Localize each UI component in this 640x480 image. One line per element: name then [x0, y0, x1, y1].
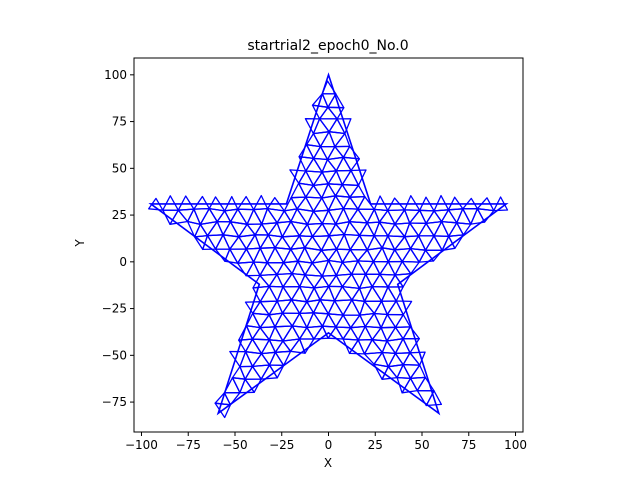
mesh-triangle	[336, 118, 352, 135]
x-tick-label: 100	[504, 438, 527, 452]
mesh-triangle	[403, 195, 421, 211]
x-tick-label: 75	[461, 438, 476, 452]
x-tick-label: 50	[414, 438, 429, 452]
y-tick-label: −25	[102, 302, 127, 316]
x-tick-label: −50	[222, 438, 247, 452]
y-tick-label: 25	[112, 208, 127, 222]
chart-title: startrial2_epoch0_No.0	[247, 38, 408, 54]
y-tick-label: 75	[112, 115, 127, 129]
mesh-triangle	[402, 326, 420, 340]
y-tick-label: 100	[104, 68, 127, 82]
mesh-triangle	[253, 194, 269, 211]
x-tick-label: −25	[269, 438, 294, 452]
triangle-mesh	[148, 72, 509, 419]
x-tick-label: 25	[368, 438, 383, 452]
x-axis-ticks: −100 −75 −50 −25 0 25 50 75 100	[125, 432, 527, 452]
y-tick-label: 50	[112, 161, 127, 175]
star-outline	[148, 72, 509, 416]
x-axis-label: X	[324, 456, 332, 470]
y-axis-label: Y	[73, 239, 87, 248]
y-tick-label: −50	[102, 348, 127, 362]
mesh-triangle	[193, 195, 210, 210]
mesh-triangle	[409, 351, 426, 366]
x-tick-label: 0	[325, 438, 333, 452]
y-tick-label: −75	[102, 395, 127, 409]
mesh-triangle	[162, 195, 179, 211]
mesh-triangle	[327, 93, 345, 109]
y-tick-label: 0	[119, 255, 127, 269]
y-axis-ticks: −75 −50 −25 0 25 50 75 100	[102, 68, 134, 409]
x-tick-label: −75	[176, 438, 201, 452]
x-tick-label: −100	[125, 438, 158, 452]
